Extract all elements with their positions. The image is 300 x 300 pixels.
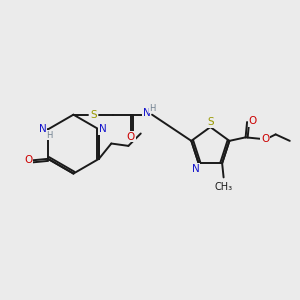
Text: S: S xyxy=(207,117,214,127)
Text: CH₃: CH₃ xyxy=(214,182,233,192)
Text: H: H xyxy=(149,104,155,113)
Text: O: O xyxy=(24,155,32,165)
Text: O: O xyxy=(127,132,135,142)
Text: O: O xyxy=(261,134,269,144)
Text: N: N xyxy=(99,124,106,134)
Text: S: S xyxy=(90,110,97,120)
Text: N: N xyxy=(142,109,150,118)
Text: O: O xyxy=(249,116,257,126)
Text: H: H xyxy=(46,131,52,140)
Text: N: N xyxy=(39,124,46,134)
Text: N: N xyxy=(192,164,200,174)
